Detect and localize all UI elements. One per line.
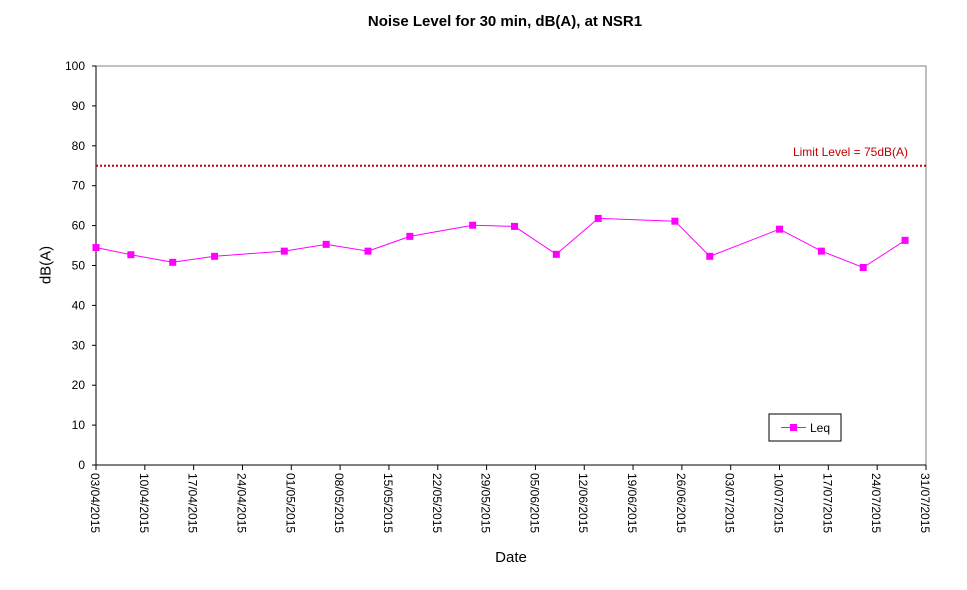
y-tick-label: 100 [65, 59, 85, 73]
x-tick-label: 26/06/2015 [674, 473, 688, 533]
data-point [706, 252, 714, 260]
x-tick-label: 08/05/2015 [332, 473, 346, 533]
x-tick-label: 05/06/2015 [527, 473, 541, 533]
x-tick-label: 10/07/2015 [772, 473, 786, 533]
data-point [859, 263, 867, 271]
chart-title: Noise Level for 30 min, dB(A), at NSR1 [367, 13, 643, 30]
x-tick-label: 24/07/2015 [869, 473, 883, 533]
legend-label: Leq [810, 421, 830, 435]
plot-frame [95, 65, 927, 466]
data-point [817, 247, 825, 255]
x-tick-label: 10/04/2015 [137, 473, 151, 533]
data-point [671, 217, 679, 225]
x-tick-label: 03/04/2015 [88, 473, 102, 533]
y-tick-label: 40 [72, 298, 86, 312]
data-point [322, 240, 330, 248]
x-tick-label: 29/05/2015 [479, 473, 493, 533]
y-tick-label: 90 [72, 99, 86, 113]
x-tick-label: 17/07/2015 [820, 473, 834, 533]
data-point [169, 258, 177, 266]
x-tick-label: 01/05/2015 [283, 473, 297, 533]
data-point [776, 225, 784, 233]
data-point [280, 247, 288, 255]
data-point [594, 214, 602, 222]
data-point [364, 247, 372, 255]
x-tick-label: 22/05/2015 [430, 473, 444, 533]
x-tick-label: 19/06/2015 [625, 473, 639, 533]
x-tick-label: 15/05/2015 [381, 473, 395, 533]
data-point [901, 236, 909, 244]
limit-label: Limit Level = 75dB(A) [793, 145, 908, 159]
y-tick-label: 20 [72, 378, 86, 392]
data-point [552, 250, 560, 258]
series-line-leq [95, 217, 906, 269]
x-tick-label: 12/06/2015 [576, 473, 590, 533]
y-tick-label: 50 [72, 259, 86, 273]
data-point [406, 232, 414, 240]
y-tick-label: 70 [72, 179, 86, 193]
x-axis-label: Date [495, 549, 527, 566]
y-tick-label: 0 [78, 458, 85, 472]
y-tick-label: 60 [72, 219, 86, 233]
y-tick-label: 10 [72, 418, 86, 432]
data-point [127, 251, 135, 259]
legend-marker [790, 424, 797, 431]
data-point [92, 244, 100, 252]
x-tick-label: 31/07/2015 [918, 473, 932, 533]
y-tick-label: 30 [72, 338, 86, 352]
data-point [211, 252, 219, 260]
x-tick-label: 24/04/2015 [234, 473, 248, 533]
y-tick-label: 80 [72, 139, 86, 153]
data-point [510, 222, 518, 230]
data-point [469, 221, 477, 229]
x-tick-label: 03/07/2015 [723, 473, 737, 533]
x-tick-label: 17/04/2015 [186, 473, 200, 533]
